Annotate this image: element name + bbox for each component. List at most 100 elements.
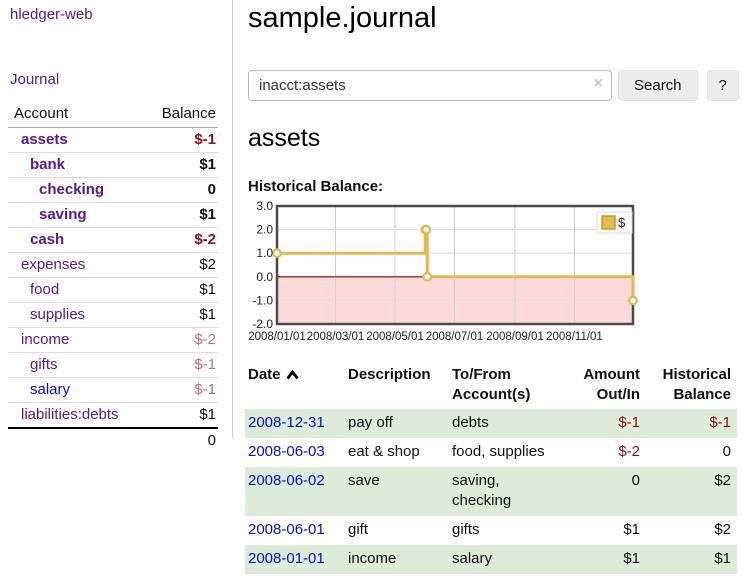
- account-name-cell: income: [8, 327, 150, 353]
- account-name-cell: liabilities:debts: [8, 402, 150, 429]
- account-balance: $-2: [150, 327, 218, 353]
- account-link[interactable]: salary: [30, 381, 71, 398]
- account-name-cell: supplies: [8, 302, 150, 328]
- account-balance: $-2: [150, 227, 218, 253]
- y-axis-tick-label: 0.0: [256, 270, 273, 284]
- account-link[interactable]: food: [30, 281, 60, 298]
- account-name-cell: expenses: [8, 252, 150, 278]
- account-total-value: 0: [150, 427, 218, 453]
- account-tree-header-row: Account Balance: [8, 102, 218, 128]
- transaction-date-link[interactable]: 2008-06-02: [248, 472, 325, 489]
- transaction-date-cell: 2008-12-31: [245, 409, 345, 438]
- account-name-cell: salary: [8, 377, 150, 403]
- balance-column-header: Balance: [150, 102, 218, 128]
- account-row: supplies $1: [8, 302, 218, 328]
- search-button[interactable]: Search: [618, 70, 698, 101]
- x-axis-tick-label: 2008/11/01: [546, 331, 603, 343]
- search-input[interactable]: [248, 70, 612, 101]
- y-axis-tick-label: 1.0: [256, 246, 273, 260]
- account-row: food $1: [8, 277, 218, 303]
- account-row: gifts $-1: [8, 352, 218, 378]
- x-axis-tick-label: 2008/01/01: [248, 331, 306, 343]
- account-row: salary $-1: [8, 377, 218, 403]
- transaction-amount: $-2: [618, 443, 640, 460]
- transaction-amount: $1: [623, 521, 640, 538]
- account-link[interactable]: bank: [30, 156, 66, 173]
- transaction-date-link[interactable]: 2008-12-31: [248, 414, 325, 431]
- search-box: ×: [248, 70, 612, 101]
- legend-label: $: [618, 215, 626, 230]
- account-name-cell: assets: [8, 127, 150, 153]
- y-axis-tick-label: 3.0: [256, 199, 273, 213]
- plot-border: [275, 204, 635, 326]
- account-link[interactable]: saving: [39, 206, 87, 223]
- transaction-date-link[interactable]: 2008-06-01: [248, 521, 325, 538]
- app-brand-link[interactable]: hledger-web: [10, 6, 93, 23]
- date-column-header[interactable]: Date: [245, 362, 345, 409]
- transaction-date-cell: 2008-06-01: [245, 516, 345, 545]
- transaction-date-cell: 2008-06-02: [245, 467, 345, 516]
- sort-ascending-icon: [285, 370, 299, 380]
- x-axis-tick-label: 2008/05/01: [366, 331, 424, 343]
- transaction-date-cell: 2008-06-03: [245, 438, 345, 467]
- account-balance: $2: [150, 252, 218, 278]
- balance-column-header: Historical Balance: [662, 366, 731, 403]
- y-axis-tick-label: -1.0: [252, 293, 273, 307]
- account-link[interactable]: expenses: [21, 256, 86, 273]
- transaction-accounts: gifts: [452, 521, 480, 538]
- transaction-row: 2008-06-03 eat & shop food, supplies $-2 0: [245, 438, 737, 467]
- account-name-cell: food: [8, 277, 150, 303]
- account-tree-table: Account Balance assets $-1 bank $1 checking 0…: [8, 102, 218, 453]
- x-axis-tick-label: 2008/07/01: [426, 331, 484, 343]
- accounts-column-header: To/From Account(s): [452, 366, 531, 403]
- account-name-cell: gifts: [8, 352, 150, 378]
- transaction-description: save: [348, 472, 380, 489]
- transaction-row: 2008-12-31 pay off debts $-1 $-1: [245, 409, 737, 438]
- account-column-header: Account: [8, 102, 150, 128]
- account-balance: $1: [150, 277, 218, 303]
- transaction-row: 2008-06-01 gift gifts $1 $2: [245, 516, 737, 545]
- transaction-row: 2008-01-01 income salary $1 $1: [245, 545, 737, 574]
- account-link[interactable]: checking: [39, 181, 105, 198]
- account-row: checking 0: [8, 177, 218, 203]
- transaction-balance: $2: [714, 521, 731, 538]
- account-total-row: 0: [8, 427, 218, 453]
- transaction-description: eat & shop: [348, 443, 420, 460]
- transaction-date-cell: 2008-01-01: [245, 545, 345, 574]
- account-balance: $1: [150, 402, 218, 429]
- account-total-spacer: [8, 427, 150, 453]
- historical-balance-chart: 3.0 2.0 1.0 0.0 -1.0 -2.0 2008/01/01 2008/03/01…: [248, 199, 642, 349]
- transaction-date-link[interactable]: 2008-06-03: [248, 443, 325, 460]
- transaction-accounts: food, supplies: [452, 443, 545, 460]
- sidebar: hledger-web Journal Account Balance asse…: [0, 0, 233, 453]
- description-column-header: Description: [348, 366, 431, 383]
- account-balance: $-1: [150, 377, 218, 403]
- transaction-amount: $-1: [618, 414, 640, 431]
- account-balance: $1: [150, 152, 218, 178]
- x-axis-tick-label: 2008/09/01: [486, 331, 544, 343]
- account-link[interactable]: gifts: [30, 356, 58, 373]
- x-axis-tick-label: 2008/03/01: [307, 331, 365, 343]
- transaction-description: pay off: [348, 414, 393, 431]
- transaction-balance: 0: [722, 443, 731, 460]
- account-name-cell: bank: [8, 152, 150, 178]
- sidebar-item-journal[interactable]: Journal: [10, 71, 60, 88]
- account-balance: $1: [150, 302, 218, 328]
- account-link[interactable]: cash: [30, 231, 65, 248]
- help-button[interactable]: ?: [706, 70, 739, 101]
- account-name-cell: checking: [8, 177, 150, 203]
- clear-search-icon[interactable]: ×: [593, 75, 603, 92]
- account-link[interactable]: income: [21, 331, 70, 348]
- transaction-accounts: saving, checking: [452, 472, 512, 509]
- transaction-date-link[interactable]: 2008-01-01: [248, 550, 325, 567]
- account-link[interactable]: assets: [21, 131, 68, 148]
- account-row: saving $1: [8, 202, 218, 228]
- account-link[interactable]: liabilities:debts: [21, 406, 119, 423]
- account-link[interactable]: supplies: [30, 306, 86, 323]
- data-point-marker: [628, 295, 638, 306]
- y-axis-tick-label: 2.0: [256, 223, 273, 237]
- register-table: Date Description To/From Account(s) Amou…: [245, 362, 737, 574]
- main-content: sample.journal × Search ? assets Histori…: [245, 0, 742, 582]
- account-balance: $1: [150, 202, 218, 228]
